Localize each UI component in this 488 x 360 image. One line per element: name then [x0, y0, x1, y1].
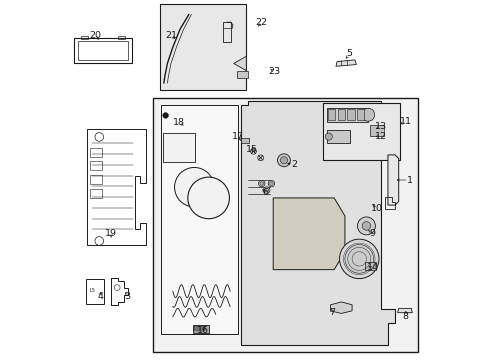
Text: L5: L5 — [89, 288, 95, 293]
Text: 14: 14 — [366, 264, 378, 273]
Text: 10: 10 — [370, 204, 382, 213]
Bar — [326, 108, 367, 122]
Bar — [326, 130, 349, 143]
Bar — [89, 161, 102, 170]
Bar — [74, 39, 131, 63]
Text: 2: 2 — [291, 161, 297, 170]
Bar — [223, 22, 230, 42]
Bar — [89, 175, 102, 184]
Text: 18: 18 — [173, 118, 185, 127]
Bar — [356, 109, 364, 120]
Bar — [86, 279, 104, 304]
Circle shape — [325, 133, 332, 140]
Bar — [323, 103, 400, 160]
Bar — [203, 326, 205, 331]
Circle shape — [267, 180, 274, 187]
Circle shape — [174, 167, 214, 207]
Circle shape — [264, 188, 268, 192]
Bar — [89, 148, 102, 157]
Text: 9: 9 — [368, 229, 374, 238]
Bar — [346, 109, 354, 120]
Circle shape — [277, 154, 290, 167]
Circle shape — [361, 108, 374, 121]
Circle shape — [258, 180, 264, 187]
Bar — [78, 41, 128, 60]
Bar — [89, 189, 102, 198]
Circle shape — [362, 222, 370, 230]
Bar — [369, 126, 384, 136]
Text: 16: 16 — [197, 326, 209, 335]
Text: 8: 8 — [402, 312, 408, 321]
Polygon shape — [241, 101, 394, 345]
Text: 3: 3 — [124, 292, 130, 301]
Bar — [241, 138, 248, 143]
Bar — [118, 36, 124, 40]
Text: 15: 15 — [246, 145, 258, 154]
Polygon shape — [330, 302, 351, 314]
Circle shape — [344, 244, 373, 273]
Circle shape — [280, 157, 287, 164]
Bar — [364, 262, 375, 270]
Bar — [237, 71, 247, 78]
Circle shape — [187, 177, 229, 219]
Text: 20: 20 — [89, 31, 102, 40]
Circle shape — [263, 187, 269, 193]
Bar — [327, 109, 335, 120]
Bar — [193, 326, 195, 331]
Text: 4: 4 — [97, 292, 103, 301]
Bar — [163, 134, 195, 162]
Text: 5: 5 — [346, 49, 352, 58]
Polygon shape — [335, 60, 356, 66]
Polygon shape — [233, 56, 246, 71]
Text: 21: 21 — [164, 31, 177, 40]
Text: 7: 7 — [329, 308, 335, 317]
Bar — [81, 36, 88, 40]
Circle shape — [339, 239, 378, 279]
Text: 13: 13 — [374, 122, 386, 131]
Text: 17: 17 — [232, 132, 244, 141]
Bar — [161, 105, 238, 334]
Circle shape — [357, 217, 375, 235]
Text: 1: 1 — [407, 176, 412, 185]
Bar — [160, 4, 246, 90]
Text: 11: 11 — [399, 117, 411, 126]
Circle shape — [260, 182, 263, 185]
Bar — [153, 98, 417, 352]
Text: 22: 22 — [255, 18, 267, 27]
Polygon shape — [397, 309, 411, 313]
Circle shape — [269, 182, 273, 185]
Bar — [196, 326, 198, 331]
Circle shape — [163, 113, 168, 118]
Text: 12: 12 — [374, 132, 386, 141]
Polygon shape — [273, 198, 344, 270]
Text: 23: 23 — [267, 67, 280, 76]
Bar — [198, 326, 200, 331]
Bar — [201, 326, 203, 331]
Text: 19: 19 — [105, 229, 117, 238]
Bar — [337, 109, 344, 120]
Bar — [192, 325, 208, 333]
Polygon shape — [387, 155, 398, 205]
Text: 6: 6 — [262, 188, 267, 197]
